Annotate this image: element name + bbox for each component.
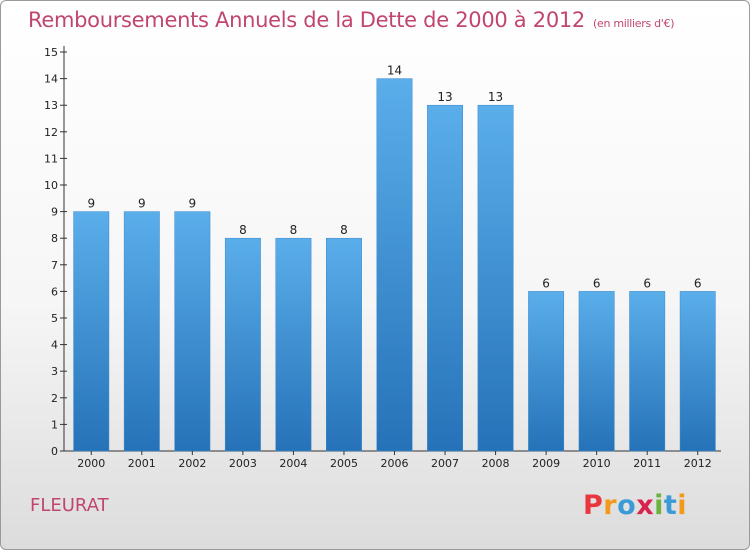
bar: [528, 291, 565, 452]
x-tick-label: 2006: [381, 457, 409, 470]
y-tick-label: 2: [51, 392, 58, 405]
x-tick-label: 2005: [330, 457, 358, 470]
x-tick-label: 2009: [532, 457, 560, 470]
proxiti-logo: Proxiti: [583, 490, 687, 521]
bar: [73, 211, 110, 452]
bar-value-label: 9: [189, 197, 197, 211]
bar-value-label: 8: [340, 223, 348, 237]
y-tick-label: 8: [51, 232, 58, 245]
logo-letter: x: [636, 490, 655, 521]
bar: [174, 211, 211, 452]
x-tick-label: 2007: [431, 457, 459, 470]
x-tick-label: 2004: [279, 457, 307, 470]
logo-letter: P: [583, 490, 604, 521]
bar-value-label: 14: [387, 64, 402, 78]
y-tick-label: 4: [51, 339, 58, 352]
y-tick-label: 9: [51, 206, 58, 219]
y-tick-label: 5: [51, 312, 58, 325]
unit-subtitle: (en milliers d'€): [593, 17, 675, 30]
logo-letter: i: [654, 490, 664, 521]
bar: [629, 291, 666, 452]
chart-title: Remboursements Annuels de la Dette de 20…: [28, 8, 674, 32]
y-tick-label: 13: [44, 99, 58, 112]
logo-letter: t: [663, 490, 678, 521]
y-tick-label: 7: [51, 259, 58, 272]
bar: [326, 237, 362, 452]
logo-letter: o: [617, 490, 637, 521]
bar: [224, 237, 261, 452]
bar-value-label: 6: [542, 276, 550, 290]
bar-value-label: 6: [593, 276, 601, 290]
bar: [578, 291, 615, 452]
x-tick-label: 2001: [128, 457, 156, 470]
bar-value-label: 8: [239, 223, 247, 237]
place-name: FLEURAT: [30, 495, 109, 516]
bar-value-label: 13: [488, 90, 503, 104]
y-tick-label: 1: [51, 418, 58, 431]
bar: [477, 104, 514, 452]
y-tick-label: 0: [51, 445, 58, 458]
bar: [679, 291, 716, 452]
logo-letter: i: [677, 490, 688, 521]
title-text: Remboursements Annuels de la Dette de 20…: [28, 8, 585, 32]
bar: [123, 211, 160, 452]
y-tick-label: 10: [44, 179, 58, 192]
x-tick-label: 2000: [77, 457, 105, 470]
bar: [427, 104, 463, 452]
bar-value-label: 6: [643, 276, 651, 290]
x-tick-label: 2008: [482, 457, 510, 470]
y-tick-label: 15: [44, 46, 58, 59]
y-tick-label: 14: [44, 73, 58, 86]
bar-value-label: 9: [87, 197, 95, 211]
x-tick-label: 2011: [633, 457, 661, 470]
y-tick-label: 11: [44, 152, 58, 165]
x-tick-label: 2012: [684, 457, 712, 470]
x-tick-label: 2010: [583, 457, 611, 470]
y-tick-label: 3: [51, 365, 58, 378]
y-tick-label: 6: [51, 285, 58, 298]
bar: [376, 78, 413, 452]
bar-value-label: 9: [138, 197, 146, 211]
x-tick-label: 2002: [178, 457, 206, 470]
bar-value-label: 6: [694, 276, 702, 290]
bar: [275, 237, 312, 452]
x-tick-label: 2003: [229, 457, 257, 470]
bar-value-label: 8: [290, 223, 298, 237]
y-tick-label: 12: [44, 126, 58, 139]
bar-value-label: 13: [437, 90, 452, 104]
logo-letter: r: [603, 490, 618, 521]
